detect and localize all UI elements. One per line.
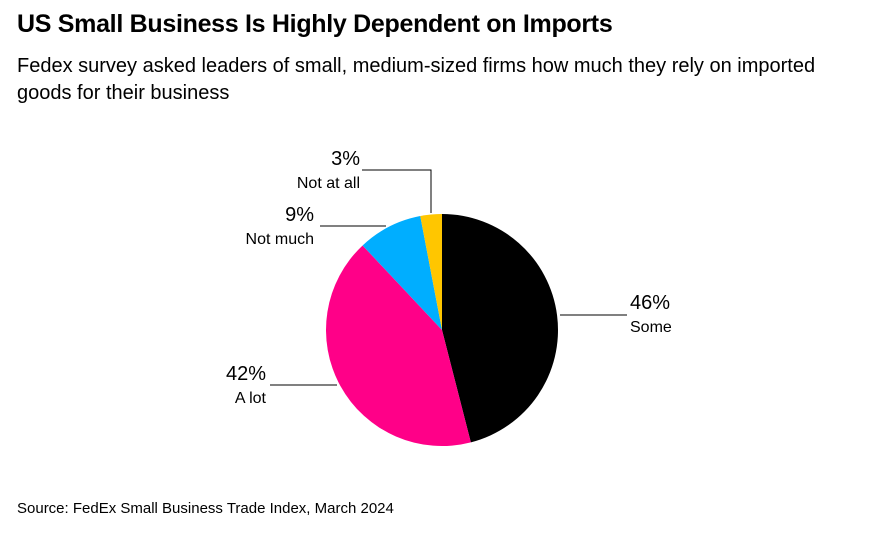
category-label-a-lot: A lot xyxy=(235,390,267,407)
pie-slice-a-lot xyxy=(326,245,471,447)
category-label-not-much: Not much xyxy=(246,231,314,248)
category-label-not-at-all: Not at all xyxy=(297,175,360,192)
source-note: Source: FedEx Small Business Trade Index… xyxy=(17,500,394,517)
category-label-some: Some xyxy=(630,319,672,336)
data-label-some: 46% xyxy=(630,292,670,314)
data-label-not-much: 9% xyxy=(285,204,314,226)
leader-line-not-at-all xyxy=(362,169,432,213)
pie-slice-some xyxy=(442,214,559,443)
pie-slice-not-at-all xyxy=(420,214,442,330)
data-label-not-at-all: 3% xyxy=(331,148,360,170)
chart-subtitle: Fedex survey asked leaders of small, med… xyxy=(17,55,816,104)
chart-title: US Small Business Is Highly Dependent on… xyxy=(17,10,613,38)
pie-slice-not-much xyxy=(362,216,442,330)
data-label-a-lot: 42% xyxy=(226,363,266,385)
